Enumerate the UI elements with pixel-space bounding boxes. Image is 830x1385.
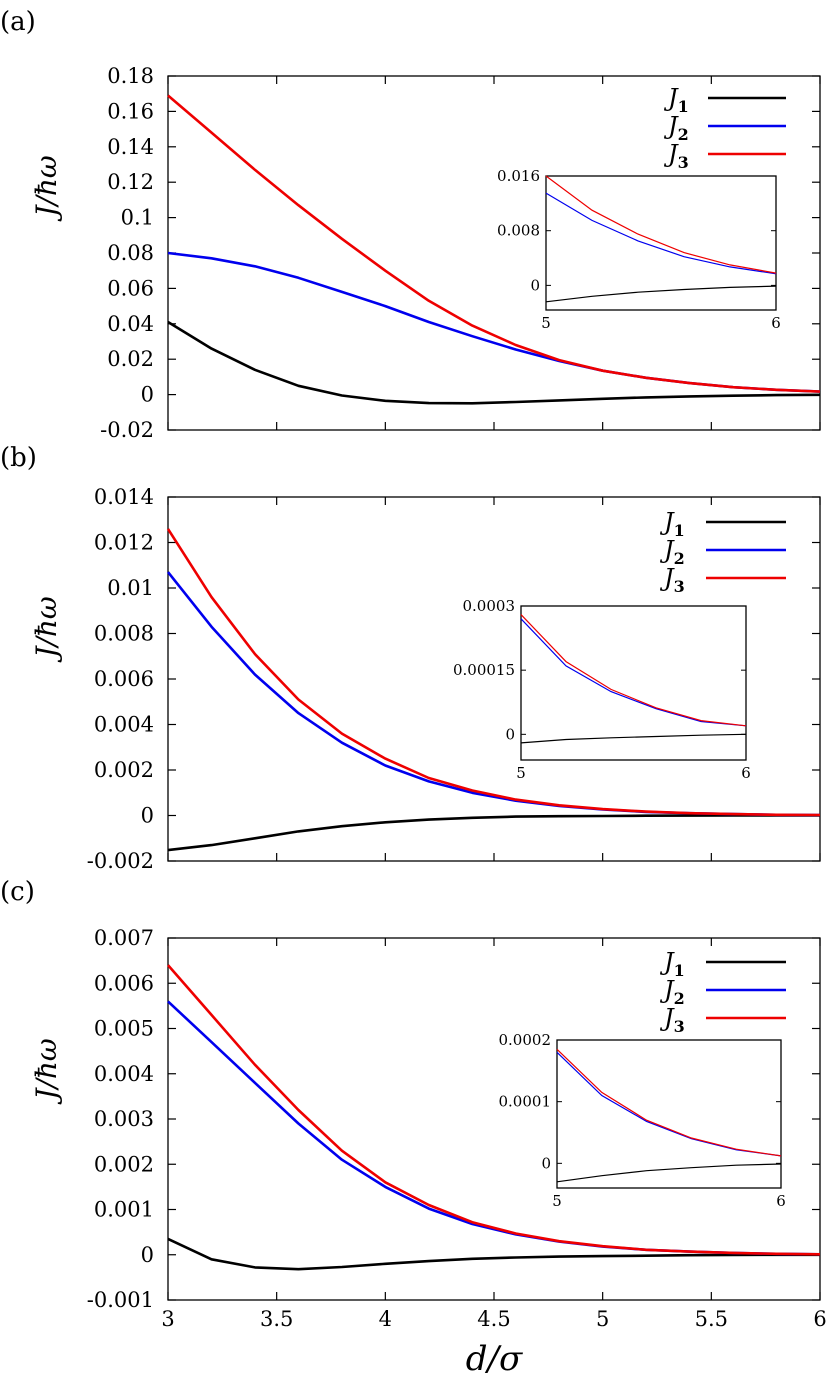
y-tick-label: 0.14: [107, 135, 154, 159]
inset-series-line-j2: [520, 618, 747, 727]
y-tick-label: 0.008: [94, 622, 154, 646]
panel-label: (c): [0, 877, 35, 907]
y-tick-label: 0.014: [94, 485, 154, 509]
inset-plot: 0 0.0001 0.0002 5 6: [499, 1031, 786, 1210]
inset-series-line-j2: [545, 192, 777, 275]
inset-y-tick-label: 0: [530, 276, 540, 294]
inset-x-tick-label: 6: [771, 314, 781, 332]
y-tick-label: 0.16: [107, 99, 154, 123]
y-axis-label: J/ħω: [30, 1038, 63, 1105]
series-line-j3: [166, 528, 821, 817]
y-tick-label: 0.12: [107, 170, 154, 194]
y-tick-label: 0.06: [107, 276, 154, 300]
y-tick-label: -0.02: [100, 418, 154, 442]
inset-y-tick-label: 0.016: [497, 167, 540, 185]
y-axis-label: J/ħω: [30, 596, 63, 663]
inset-y-tick-label: 0: [541, 1154, 551, 1172]
series-line-j2: [167, 251, 821, 393]
y-tick-label: 0.006: [94, 667, 154, 691]
y-tick-label: 0.003: [94, 1107, 154, 1131]
inset-series-line-j1: [556, 1163, 782, 1183]
y-tick-label: 0.04: [107, 312, 154, 336]
series-line-j1: [167, 1237, 820, 1271]
inset-series-line-j1: [520, 733, 747, 744]
y-tick-label: 0.18: [107, 64, 154, 88]
plot-frame: [167, 937, 821, 1301]
y-axis-label: J/ħω: [30, 155, 63, 222]
y-tick-label: 0.004: [94, 1062, 154, 1086]
y-tick-label: 0.002: [94, 1152, 154, 1176]
x-tick-label: 3: [161, 1307, 174, 1331]
y-tick-label: 0.005: [94, 1017, 154, 1041]
inset-y-tick-label: 0: [505, 725, 515, 743]
inset-y-tick-label: 0.00015: [453, 661, 515, 679]
y-tick-label: 0.08: [107, 241, 154, 265]
panel-b: (b) J/ħω -0.002 0 0.002 0.004 0.006 0.008 0.01 0.…: [0, 443, 821, 873]
inset-frame: [545, 175, 777, 311]
x-tick-label: 5: [596, 1307, 609, 1331]
y-tick-label: 0.006: [94, 971, 154, 995]
inset-series-line-j1: [545, 285, 777, 303]
y-tick-label: 0.001: [94, 1198, 154, 1222]
inset-series-line-j3: [545, 175, 777, 274]
series-line-j1: [167, 814, 820, 852]
y-tick-label: 0.007: [94, 926, 154, 950]
x-tick-label: 4: [379, 1307, 392, 1331]
y-tick-label: 0.002: [94, 758, 154, 782]
inset-frame: [556, 1039, 782, 1189]
legend-label-j3: J3: [663, 140, 689, 172]
inset-x-tick-label: 6: [776, 1192, 786, 1210]
inset-y-tick-label: 0.008: [497, 222, 540, 240]
inset-series-line-j3: [520, 614, 747, 727]
x-axis-label: d/σ: [466, 1339, 523, 1379]
inset-series-line-j3: [556, 1048, 782, 1157]
y-tick-label: 0.004: [94, 713, 154, 737]
y-tick-label: 0.02: [107, 347, 154, 371]
y-tick-label: 0.012: [94, 531, 154, 555]
series-line-j3: [167, 964, 821, 1256]
inset-y-tick-label: 0.0001: [499, 1093, 552, 1111]
inset-y-tick-label: 0.0002: [499, 1031, 552, 1049]
panel-a: (a) J/ħω -0.02 0 0.02 0.04 0.06 0.08 0.1 0.12 0.14…: [0, 7, 821, 442]
inset-y-tick-label: 0.0003: [463, 597, 516, 615]
inset-series-line-j2: [556, 1051, 782, 1157]
panel-label: (a): [0, 7, 36, 37]
series-line-j3: [167, 94, 821, 393]
inset-frame: [520, 605, 747, 761]
y-tick-label: -0.002: [87, 849, 154, 873]
y-tick-label: 0: [141, 383, 154, 407]
x-tick-label: 5.5: [695, 1307, 728, 1331]
panel-c: (c) J/ħω -0.001 0 0.001 0.002 0.003 0.004 0.005 0…: [0, 877, 827, 1379]
inset-plot: 0 0.008 0.016 5 6: [497, 167, 781, 332]
y-tick-label: 0: [141, 804, 154, 828]
inset-x-tick-label: 5: [552, 1192, 562, 1210]
legend-label-j3: J3: [659, 1004, 685, 1036]
inset-plot: 0 0.00015 0.0003 5 6: [453, 597, 751, 782]
legend-label-j3: J3: [659, 564, 685, 596]
inset-x-tick-label: 6: [741, 764, 751, 782]
inset-x-tick-label: 5: [541, 314, 551, 332]
x-tick-label: 6: [813, 1307, 826, 1331]
series-line-j1: [167, 320, 821, 405]
x-tick-label: 3.5: [260, 1307, 293, 1331]
y-tick-label: 0.01: [107, 576, 154, 600]
series-line-j2: [167, 1000, 821, 1256]
y-tick-label: 0: [141, 1243, 154, 1267]
y-tick-label: -0.001: [87, 1288, 154, 1312]
inset-x-tick-label: 5: [516, 764, 526, 782]
y-tick-label: 0.1: [121, 206, 154, 230]
plot-frame: [167, 75, 821, 431]
x-tick-label: 4.5: [477, 1307, 510, 1331]
panel-label: (b): [0, 443, 37, 473]
